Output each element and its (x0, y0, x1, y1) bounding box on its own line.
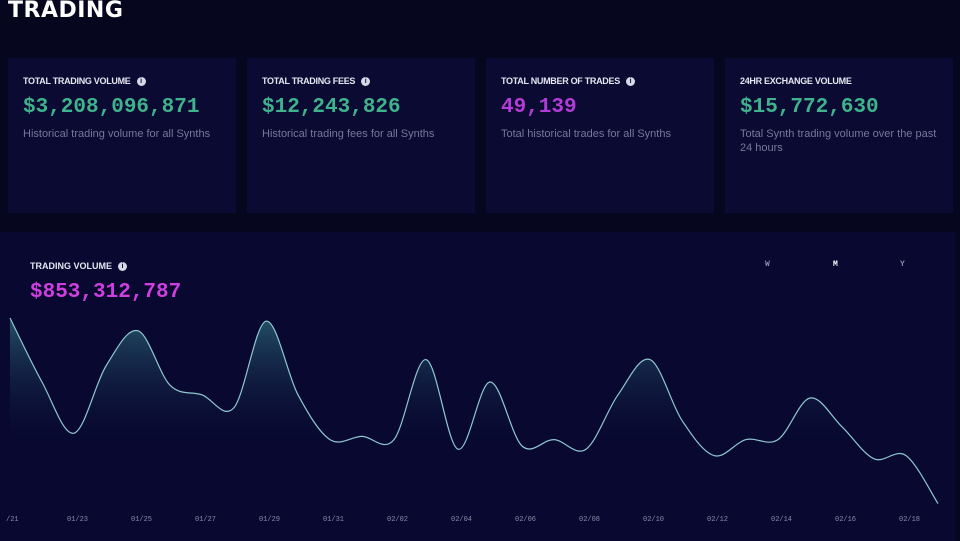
stat-label: 24HR EXCHANGE VOLUME (740, 76, 938, 86)
stat-description: Historical trading fees for all Synths (262, 128, 435, 140)
period-w-button[interactable]: W (765, 260, 770, 269)
x-tick-label: 01/27 (195, 516, 216, 524)
volume-area (10, 318, 938, 510)
x-tick-label: 01/25 (131, 516, 152, 524)
trading-volume-label-text: TRADING VOLUME (30, 261, 112, 271)
stat-label: TOTAL TRADING FEES i (262, 76, 460, 86)
stat-card: TOTAL NUMBER OF TRADES i 49,139 Total his… (486, 58, 714, 213)
stat-label-text: TOTAL NUMBER OF TRADES (501, 76, 620, 86)
volume-line (9, 317, 939, 504)
stat-card: 24HR EXCHANGE VOLUME $15,772,630 Total S… (725, 58, 953, 213)
info-icon[interactable]: i (136, 76, 146, 86)
x-tick-label: 02/08 (579, 516, 600, 524)
x-tick-label: 01/23 (67, 516, 88, 524)
stat-label-text: TOTAL TRADING VOLUME (23, 76, 131, 86)
x-tick-label: 02/12 (707, 516, 728, 524)
x-tick-label: 02/18 (899, 516, 920, 524)
stat-value: $12,243,826 (262, 96, 401, 119)
stat-label-text: TOTAL TRADING FEES (262, 76, 356, 86)
stat-card: TOTAL TRADING FEES i $12,243,826 Historic… (247, 58, 475, 213)
stat-card: TOTAL TRADING VOLUME i $3,208,096,871 His… (8, 58, 236, 213)
x-tick-label: 02/02 (387, 516, 408, 524)
stat-value: 49,139 (501, 96, 577, 119)
x-tick-label: 02/06 (515, 516, 536, 524)
x-tick-label: 02/10 (643, 516, 664, 524)
stat-value: $15,772,630 (740, 96, 879, 119)
stat-label: TOTAL NUMBER OF TRADES i (501, 76, 699, 86)
x-tick-label: 01/29 (259, 516, 280, 524)
trading-volume-total: $853,312,787 (30, 281, 182, 304)
trading-volume-chart: /21 01/23 01/25 01/27 01/29 01/31 02/02 02/04 02… (6, 317, 939, 524)
trading-volume-label: TRADING VOLUME i (30, 261, 127, 271)
x-tick-label: 01/31 (323, 516, 344, 524)
stat-description: Total Synth trading volume over the past… (740, 128, 937, 154)
stat-description: Historical trading volume for all Synths (23, 128, 211, 140)
stat-description: Total historical trades for all Synths (501, 128, 671, 140)
period-y-button[interactable]: Y (900, 260, 905, 269)
info-icon[interactable]: i (361, 76, 371, 86)
stat-label-text: 24HR EXCHANGE VOLUME (740, 76, 852, 86)
page-title: TRADING (8, 0, 124, 23)
x-tick-label: /21 (6, 516, 19, 524)
stat-label: TOTAL TRADING VOLUME i (23, 76, 221, 86)
stat-value: $3,208,096,871 (23, 96, 200, 119)
x-tick-label: 02/14 (771, 516, 792, 524)
info-icon[interactable]: i (118, 261, 127, 271)
x-tick-label: 02/16 (835, 516, 856, 524)
x-tick-label: 02/04 (451, 516, 472, 524)
info-icon[interactable]: i (625, 76, 635, 86)
period-m-button[interactable]: M (833, 260, 838, 269)
